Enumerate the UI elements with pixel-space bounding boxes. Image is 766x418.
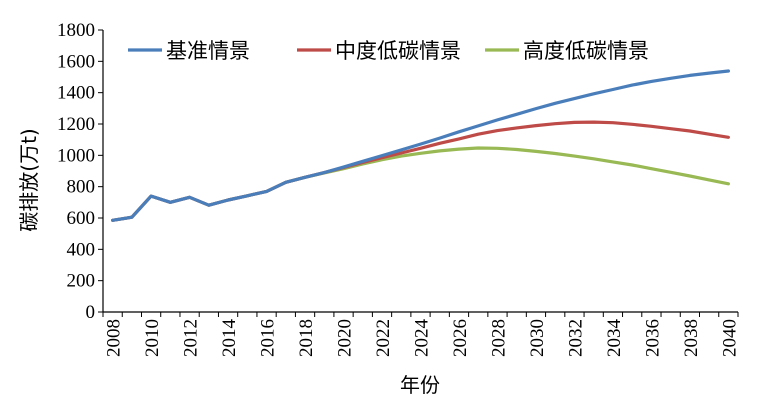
x-tick-label: 2008 bbox=[104, 319, 125, 357]
series-line-基准情景 bbox=[110, 69, 731, 222]
legend-label: 基准情景 bbox=[166, 39, 250, 63]
x-tick-label: 2034 bbox=[604, 319, 625, 358]
legend-label: 高度低碳情景 bbox=[523, 39, 649, 63]
x-tick-label: 2032 bbox=[565, 319, 586, 357]
x-tick-label: 2012 bbox=[181, 319, 202, 357]
x-tick-label: 2038 bbox=[681, 319, 702, 357]
y-tick-label: 1800 bbox=[57, 20, 95, 41]
series-line-中度低碳情景 bbox=[110, 120, 731, 222]
y-tick-label: 0 bbox=[86, 302, 96, 323]
y-tick-label: 800 bbox=[67, 177, 96, 198]
x-tick-label: 2022 bbox=[373, 319, 394, 357]
x-tick-label: 2030 bbox=[527, 319, 548, 357]
series-line-高度低碳情景 bbox=[110, 146, 731, 222]
x-tick-label: 2026 bbox=[450, 319, 471, 357]
y-tick-label: 200 bbox=[67, 271, 96, 292]
y-tick-label: 400 bbox=[67, 239, 96, 260]
chart-series-lines bbox=[110, 69, 731, 222]
x-tick-label: 2020 bbox=[335, 319, 356, 357]
x-tick-label: 2018 bbox=[296, 319, 317, 357]
y-tick-label: 1000 bbox=[57, 145, 95, 166]
x-tick-label: 2016 bbox=[258, 319, 279, 357]
legend-label: 中度低碳情景 bbox=[335, 39, 461, 63]
x-tick-label: 2036 bbox=[642, 319, 663, 357]
x-tick-label: 2010 bbox=[142, 319, 163, 357]
chart-axes: 0 200 400 600 800 1000 1200 1400 1600 1800 2008 201… bbox=[57, 20, 740, 357]
x-tick-label: 2028 bbox=[488, 319, 509, 357]
y-tick-label: 600 bbox=[67, 208, 96, 229]
chart-legend: 基准情景 中度低碳情景 高度低碳情景 bbox=[128, 39, 649, 63]
x-tick-label: 2024 bbox=[412, 319, 433, 358]
x-tick-label: 2040 bbox=[719, 319, 740, 357]
y-tick-label: 1400 bbox=[57, 83, 95, 104]
y-axis-title: 碳排放(万t) bbox=[17, 128, 41, 231]
y-tick-label: 1600 bbox=[57, 51, 95, 72]
y-tick-label: 1200 bbox=[57, 114, 95, 135]
x-axis-title: 年份 bbox=[400, 373, 440, 397]
x-tick-label: 2014 bbox=[219, 319, 240, 358]
